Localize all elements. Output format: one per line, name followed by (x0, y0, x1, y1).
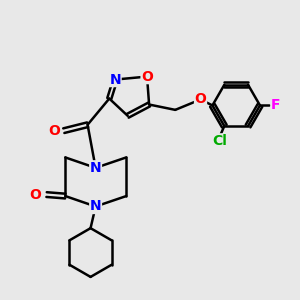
Text: N: N (90, 161, 101, 175)
Text: O: O (141, 70, 153, 84)
Text: O: O (30, 188, 41, 202)
Text: Cl: Cl (212, 134, 227, 148)
Text: O: O (195, 92, 206, 106)
Text: O: O (48, 124, 60, 138)
Text: F: F (271, 98, 281, 112)
Text: N: N (90, 200, 101, 214)
Text: N: N (110, 73, 121, 87)
